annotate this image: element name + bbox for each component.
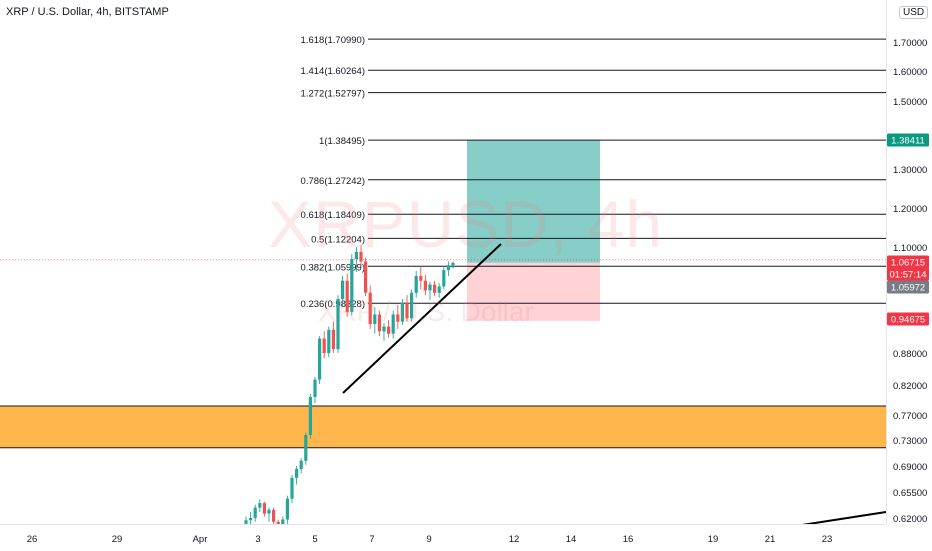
fib-label-6: 0.5(1.12204) <box>311 234 365 245</box>
candle-body-5 <box>267 509 271 514</box>
candle-body-0 <box>244 520 248 524</box>
secondary-trendline <box>801 511 887 526</box>
candle-body-38 <box>419 275 423 281</box>
currency-button[interactable]: USD <box>899 6 929 19</box>
candle-body-4 <box>262 503 266 514</box>
candle-body-28 <box>373 314 377 325</box>
candle-body-15 <box>313 379 317 397</box>
fib-label-5: 0.618(1.18409) <box>301 210 365 221</box>
candle-body-44 <box>446 265 450 271</box>
candle-body-1 <box>249 518 253 521</box>
price-axis[interactable] <box>886 0 932 524</box>
candle-body-23 <box>350 259 354 313</box>
candle-body-18 <box>327 329 331 353</box>
fib-label-0: 1.618(1.70990) <box>301 35 365 46</box>
candle-body-36 <box>410 292 414 319</box>
candle-body-40 <box>428 284 432 291</box>
support-zone <box>0 406 886 448</box>
candle-body-30 <box>382 326 386 332</box>
candle-body-21 <box>341 280 345 300</box>
watermark-symbol: XRPUSD, 4h <box>268 187 664 261</box>
candle-body-14 <box>308 397 312 435</box>
candle-body-35 <box>405 302 409 319</box>
candle-body-17 <box>322 338 326 353</box>
candle-body-33 <box>396 314 400 322</box>
time-axis[interactable] <box>0 524 886 551</box>
fib-label-1: 1.414(1.60264) <box>301 66 365 77</box>
candle-body-42 <box>437 286 441 293</box>
candle-body-20 <box>336 299 340 350</box>
stop-zone <box>467 262 600 321</box>
candle-body-9 <box>285 498 289 520</box>
fib-label-4: 0.786(1.27242) <box>301 176 365 187</box>
candle-body-11 <box>295 468 299 478</box>
candle-body-37 <box>414 275 418 293</box>
fib-label-2: 1.272(1.52797) <box>301 89 365 100</box>
candle-body-45 <box>451 262 455 266</box>
candle-body-12 <box>299 460 303 469</box>
candle-body-31 <box>387 326 391 334</box>
candle-body-16 <box>318 338 322 380</box>
candle-body-19 <box>331 329 335 350</box>
candle-body-24 <box>354 251 358 260</box>
candle-body-32 <box>391 314 395 334</box>
candle-body-26 <box>364 261 368 293</box>
chart-title: XRP / U.S. Dollar, 4h, BITSTAMP <box>6 6 169 18</box>
ascending-trendline <box>342 243 502 394</box>
candle-body-10 <box>290 477 294 499</box>
candle-body-29 <box>377 314 381 332</box>
candle-body-3 <box>258 503 262 508</box>
candle-body-25 <box>359 251 363 262</box>
candle-body-41 <box>433 284 437 293</box>
fib-label-7: 0.382(1.05999) <box>301 262 365 273</box>
candle-body-6 <box>272 509 276 522</box>
profit-zone <box>467 140 600 263</box>
candle-body-43 <box>442 270 446 287</box>
candle-body-22 <box>345 280 349 313</box>
candle-body-13 <box>304 435 308 461</box>
candle-body-2 <box>253 507 257 518</box>
candle-body-39 <box>423 280 427 291</box>
fib-label-8: 0.236(0.98328) <box>301 299 365 310</box>
watermark-name: XRP / U.S. Dollar <box>318 296 534 327</box>
candle-body-27 <box>368 292 372 325</box>
candle-body-34 <box>400 302 404 322</box>
fib-label-3: 1(1.38495) <box>319 136 365 147</box>
